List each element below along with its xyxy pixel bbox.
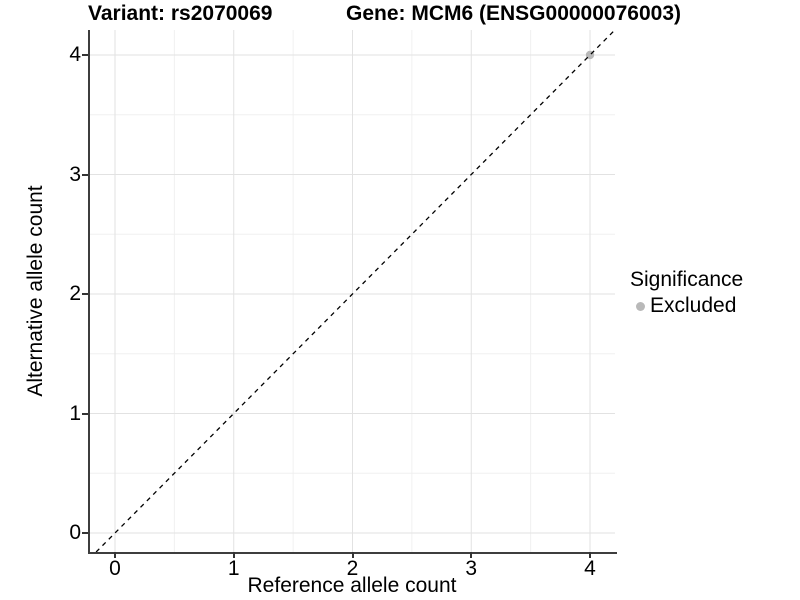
x-tick-mark bbox=[232, 552, 235, 558]
x-tick-mark bbox=[589, 552, 591, 558]
legend-title: Significance bbox=[630, 268, 744, 291]
y-tick-label: 3 bbox=[69, 162, 81, 186]
x-tick-label: 0 bbox=[109, 557, 121, 580]
legend: Significance Excluded bbox=[630, 268, 743, 318]
y-tick-label: 4 bbox=[69, 43, 81, 66]
x-axis-title: Reference allele count bbox=[247, 574, 457, 597]
legend-item-label: Excluded bbox=[650, 294, 737, 317]
panel-canvas bbox=[90, 29, 616, 553]
y-axis-line bbox=[88, 30, 90, 554]
plot-panel bbox=[90, 29, 616, 553]
y-tick-mark bbox=[82, 54, 88, 56]
plot-title-variant: Variant: rs2070069 bbox=[88, 2, 273, 25]
identity-dashed-line bbox=[95, 29, 616, 553]
y-tick-label: 0 bbox=[69, 521, 81, 544]
x-tick-label: 4 bbox=[584, 557, 596, 580]
y-tick-mark bbox=[82, 293, 88, 295]
y-axis-title: Alternative allele count bbox=[24, 185, 47, 397]
y-tick-mark bbox=[82, 532, 88, 534]
legend-point-icon bbox=[636, 301, 645, 311]
x-tick-label: 2 bbox=[346, 557, 359, 580]
x-tick-label: 3 bbox=[465, 557, 478, 580]
y-tick-mark bbox=[82, 173, 88, 176]
x-tick-label: 1 bbox=[227, 557, 240, 580]
x-tick-mark bbox=[114, 552, 116, 558]
y-tick-mark bbox=[82, 412, 88, 415]
plot-title-gene: Gene: MCM6 (ENSG00000076003) bbox=[346, 2, 681, 25]
y-tick-label: 2 bbox=[69, 282, 81, 305]
x-tick-mark bbox=[351, 552, 354, 558]
legend-item-excluded: Excluded bbox=[630, 294, 743, 318]
x-tick-mark bbox=[470, 552, 473, 558]
y-tick-label: 1 bbox=[69, 401, 81, 425]
